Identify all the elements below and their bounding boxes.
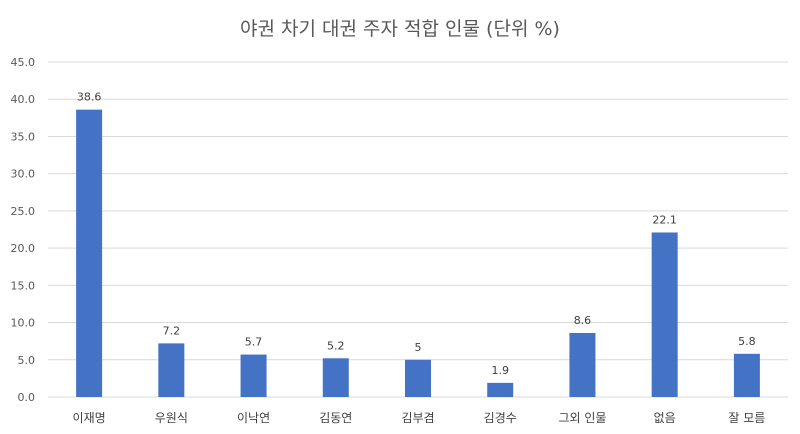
y-tick-label: 5.0 (18, 354, 36, 367)
data-label: 5.2 (327, 339, 345, 352)
category-label: 김경수 (484, 411, 517, 425)
category-labels: 이재명 우원식 이낙연 김동연 김부겸 김경수 그외 인물 없음 잘 모름 (73, 411, 766, 425)
data-label: 22.1 (652, 213, 677, 226)
bar (240, 354, 267, 397)
bar (733, 353, 760, 397)
chart-title: 야권 차기 대권 주자 적합 인물 (단위 %) (240, 18, 560, 40)
data-label: 8.6 (574, 314, 592, 327)
y-tick-label: 40.0 (11, 93, 36, 106)
category-label: 잘 모름 (728, 411, 765, 425)
bar (322, 358, 349, 397)
data-label: 7.2 (163, 324, 181, 337)
data-label: 5.8 (738, 335, 756, 348)
category-label: 이재명 (73, 411, 106, 425)
y-tick-label: 30.0 (11, 168, 36, 181)
data-label: 5 (415, 341, 422, 354)
bar (651, 232, 678, 397)
bar (569, 332, 596, 397)
y-tick-label: 0.0 (18, 391, 36, 404)
category-label: 김부겸 (401, 411, 434, 425)
category-label: 그외 인물 (558, 411, 606, 425)
data-label: 38.6 (77, 91, 102, 104)
y-tick-label: 25.0 (11, 205, 36, 218)
y-tick-label: 45.0 (11, 56, 36, 69)
bar (487, 382, 514, 397)
category-label: 없음 (654, 411, 676, 425)
y-tick-label: 35.0 (11, 130, 36, 143)
category-label: 이낙연 (237, 411, 270, 425)
bar (158, 343, 185, 397)
data-label: 5.7 (245, 336, 263, 349)
data-label: 1.9 (491, 364, 509, 377)
data-labels: 38.6 7.2 5.7 5.2 5 1.9 8.6 22.1 5.8 (77, 91, 756, 377)
bar (76, 109, 103, 398)
y-axis-ticks: 0.0 5.0 10.0 15.0 20.0 25.0 30.0 35.0 40.0 45.0 (11, 56, 36, 404)
y-tick-label: 20.0 (11, 242, 36, 255)
category-label: 우원식 (155, 411, 188, 425)
y-tick-label: 10.0 (11, 317, 36, 330)
bar (405, 359, 431, 397)
y-tick-label: 15.0 (11, 279, 36, 292)
category-label: 김동연 (319, 411, 352, 425)
bars (76, 109, 760, 398)
